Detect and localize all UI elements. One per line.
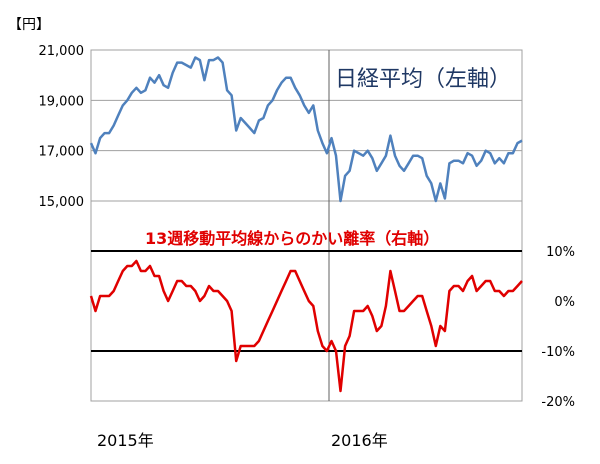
left-tick-label: 15,000	[39, 195, 85, 210]
right-tick-label: -20%	[541, 395, 575, 410]
x-label-2016: 2016年	[331, 431, 388, 450]
right-tick-label: 0%	[554, 295, 575, 310]
left-tick-label: 17,000	[39, 145, 85, 160]
right-y-ticks: 10% 0% -10% -20%	[541, 245, 575, 410]
nikkei-series-line	[89, 56, 523, 203]
x-label-2015: 2015年	[97, 431, 154, 450]
nikkei-title: 日経平均（左軸）	[335, 67, 511, 92]
plot-area-border	[90, 49, 523, 402]
right-tick-label: 10%	[546, 245, 575, 260]
deviation-title: 13週移動平均線からのかい離率（右軸）	[145, 229, 439, 248]
left-tick-label: 21,000	[39, 44, 85, 59]
left-y-ticks: 21,000 19,000 17,000 15,000	[39, 44, 85, 210]
deviation-series-line	[89, 259, 523, 393]
reference-lines	[91, 250, 522, 352]
left-axis-unit: 【円】	[8, 17, 50, 33]
left-tick-label: 19,000	[39, 94, 85, 109]
right-tick-label: -10%	[541, 345, 575, 360]
